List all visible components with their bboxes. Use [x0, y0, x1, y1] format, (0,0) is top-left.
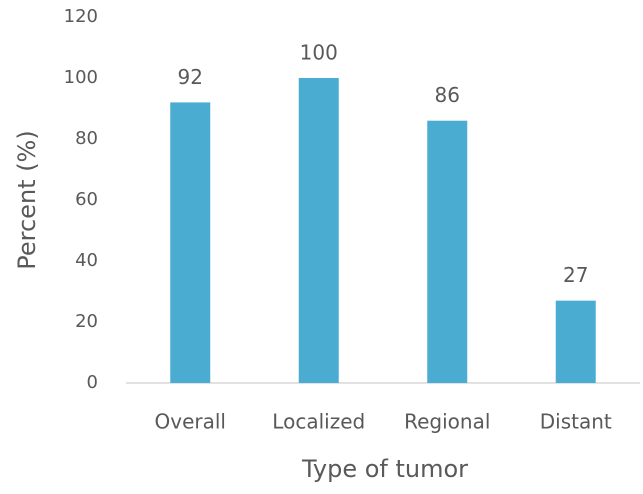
- x-axis-title: Type of tumor: [301, 455, 468, 483]
- data-label: 100: [300, 41, 338, 65]
- y-tick-label: 80: [75, 128, 98, 149]
- bar: [170, 102, 211, 384]
- y-tick-label: 40: [75, 250, 98, 271]
- data-label: 86: [435, 83, 460, 107]
- y-tick-label: 120: [64, 6, 98, 27]
- x-tick-label: Localized: [272, 410, 365, 434]
- y-tick-label: 100: [64, 67, 98, 88]
- bar: [298, 78, 339, 383]
- data-label: 27: [563, 263, 588, 287]
- x-tick-label: Regional: [404, 410, 490, 434]
- data-label: 92: [178, 65, 203, 89]
- y-tick-label: 0: [87, 372, 98, 393]
- y-tick-label: 60: [75, 189, 98, 210]
- x-tick-label: Overall: [155, 410, 226, 434]
- y-tick-label: 20: [75, 311, 98, 332]
- x-tick-label: Distant: [540, 410, 612, 434]
- y-axis-title: Percent (%): [13, 130, 41, 269]
- bar: [427, 120, 468, 383]
- bar: [555, 300, 596, 383]
